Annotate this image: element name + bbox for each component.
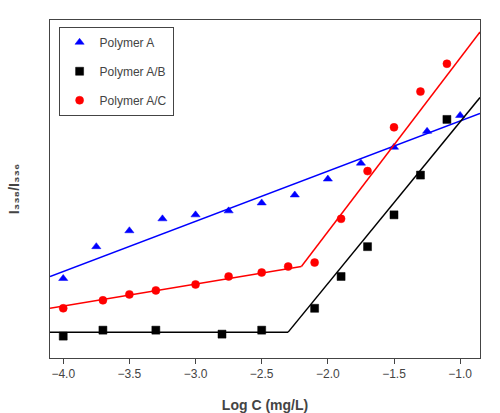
- svg-text:Polymer A/C: Polymer A/C: [100, 94, 167, 108]
- svg-text:−1.5: −1.5: [382, 367, 406, 381]
- svg-text:−2.0: −2.0: [316, 367, 340, 381]
- svg-text:Polymer A: Polymer A: [100, 36, 155, 50]
- svg-text:−3.5: −3.5: [118, 367, 142, 381]
- svg-text:−2.5: −2.5: [250, 367, 274, 381]
- svg-text:−4.0: −4.0: [51, 367, 75, 381]
- svg-text:Log C (mg/L): Log C (mg/L): [222, 397, 308, 413]
- svg-text:−1.0: −1.0: [448, 367, 472, 381]
- svg-text:Polymer A/B: Polymer A/B: [100, 65, 166, 79]
- svg-text:−3.0: −3.0: [184, 367, 208, 381]
- svg-text:I₃₃₈/I₃₃₆: I₃₃₈/I₃₃₆: [6, 164, 22, 214]
